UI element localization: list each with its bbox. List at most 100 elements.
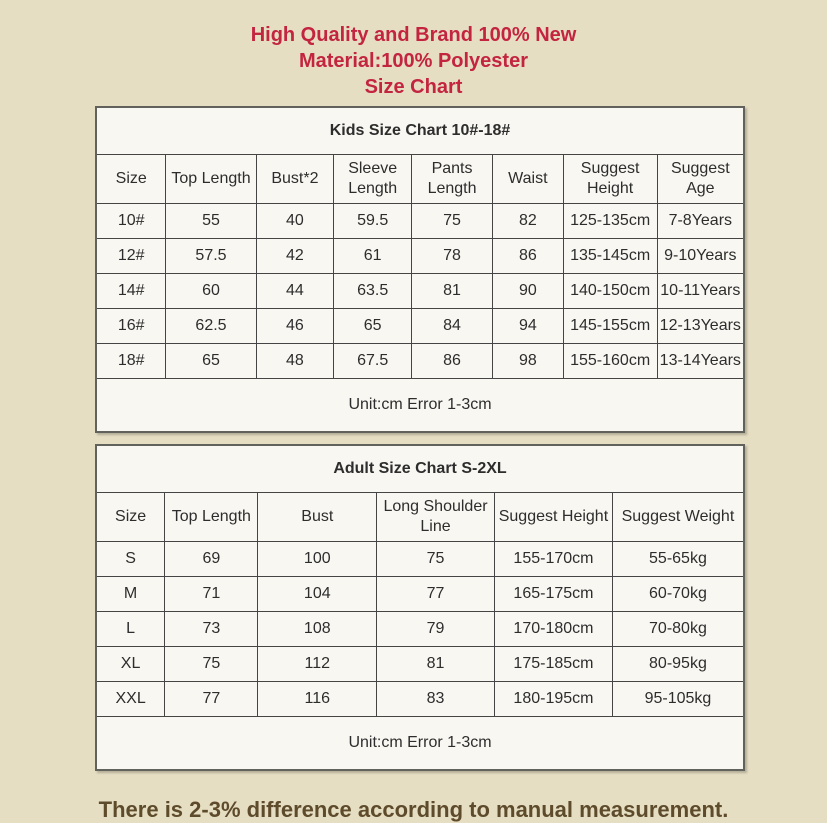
data-cell: 12-13Years — [656, 308, 745, 344]
adult-table-title: Adult Size Chart S-2XL — [95, 444, 745, 493]
kids-table-title: Kids Size Chart 10#-18# — [95, 106, 745, 155]
data-cell: 95-105kg — [611, 681, 745, 717]
data-cell: 75 — [376, 541, 495, 577]
data-cell: 42 — [255, 238, 335, 274]
data-cell: 13-14Years — [656, 343, 745, 379]
table-row: M 71 104 77 165-175cm 60-70kg — [95, 576, 745, 612]
data-cell: 69 — [164, 541, 259, 577]
data-cell: 14# — [95, 273, 167, 309]
table-row: 16# 62.5 46 65 84 94 145-155cm 12-13Years — [95, 308, 745, 344]
table-row: L 73 108 79 170-180cm 70-80kg — [95, 611, 745, 647]
intro-line-material: Material:100% Polyester — [298, 50, 528, 72]
data-cell: 65 — [165, 343, 257, 379]
data-cell: 83 — [376, 681, 495, 717]
data-cell: 67.5 — [333, 343, 413, 379]
column-header: Suggest Age — [656, 154, 745, 204]
data-cell: 57.5 — [165, 238, 257, 274]
column-header: Size — [95, 492, 166, 542]
data-cell: 55 — [165, 203, 257, 239]
data-cell: 62.5 — [165, 308, 257, 344]
column-header: Bust — [257, 492, 378, 542]
data-cell: 77 — [376, 576, 495, 612]
column-header: Size — [95, 154, 167, 204]
column-header: Suggest Height — [493, 492, 613, 542]
data-cell: 81 — [376, 646, 495, 682]
data-cell: 98 — [492, 343, 564, 379]
data-cell: 55-65kg — [611, 541, 745, 577]
data-cell: 12# — [95, 238, 167, 274]
data-cell: 94 — [492, 308, 564, 344]
data-cell: 73 — [164, 611, 259, 647]
adult-table-unit-note: Unit:cm Error 1-3cm — [95, 716, 745, 771]
data-cell: 48 — [255, 343, 335, 379]
data-cell: 135-145cm — [562, 238, 658, 274]
data-cell: 40 — [255, 203, 335, 239]
table-row: 14# 60 44 63.5 81 90 140-150cm 10-11Years — [95, 273, 745, 309]
intro-line-size-chart: Size Chart — [364, 76, 463, 98]
data-cell: 84 — [411, 308, 494, 344]
adult-size-table: Adult Size Chart S-2XL Size Top Length Bust… — [95, 444, 745, 771]
data-cell: 112 — [257, 646, 378, 682]
data-cell: 78 — [411, 238, 494, 274]
data-cell: 70-80kg — [611, 611, 745, 647]
data-cell: 46 — [255, 308, 335, 344]
data-cell: S — [95, 541, 166, 577]
data-cell: XXL — [95, 681, 166, 717]
data-cell: 10-11Years — [656, 273, 745, 309]
data-cell: 155-170cm — [493, 541, 613, 577]
data-cell: 104 — [257, 576, 378, 612]
data-cell: 44 — [255, 273, 335, 309]
column-header: Top Length — [164, 492, 259, 542]
data-cell: 9-10Years — [656, 238, 745, 274]
data-cell: 75 — [164, 646, 259, 682]
data-cell: 80-95kg — [611, 646, 745, 682]
measurement-note: There is 2-3% difference according to ma… — [98, 797, 729, 822]
data-cell: 108 — [257, 611, 378, 647]
adult-table-header-row: Size Top Length Bust Long Shoulder Line Sugg… — [95, 492, 745, 542]
data-cell: 116 — [257, 681, 378, 717]
data-cell: 86 — [411, 343, 494, 379]
data-cell: 60 — [165, 273, 257, 309]
data-cell: 59.5 — [333, 203, 413, 239]
data-cell: 145-155cm — [562, 308, 658, 344]
table-row: 10# 55 40 59.5 75 82 125-135cm 7-8Years — [95, 203, 745, 239]
data-cell: 90 — [492, 273, 564, 309]
data-cell: 77 — [164, 681, 259, 717]
table-row: XXL 77 116 83 180-195cm 95-105kg — [95, 681, 745, 717]
data-cell: 60-70kg — [611, 576, 745, 612]
data-cell: 140-150cm — [562, 273, 658, 309]
data-cell: 10# — [95, 203, 167, 239]
data-cell: 170-180cm — [493, 611, 613, 647]
data-cell: 100 — [257, 541, 378, 577]
data-cell: 155-160cm — [562, 343, 658, 379]
column-header: Pants Length — [411, 154, 494, 204]
data-cell: 18# — [95, 343, 167, 379]
data-cell: 81 — [411, 273, 494, 309]
column-header: Bust*2 — [255, 154, 335, 204]
data-cell: 75 — [411, 203, 494, 239]
table-row: XL 75 112 81 175-185cm 80-95kg — [95, 646, 745, 682]
column-header: Suggest Height — [562, 154, 658, 204]
data-cell: 7-8Years — [656, 203, 745, 239]
kids-size-table: Kids Size Chart 10#-18# Size Top Length Bus… — [95, 106, 745, 433]
column-header: Top Length — [165, 154, 257, 204]
kids-table-unit-note: Unit:cm Error 1-3cm — [95, 378, 745, 433]
table-row: S 69 100 75 155-170cm 55-65kg — [95, 541, 745, 577]
data-cell: M — [95, 576, 166, 612]
data-cell: 82 — [492, 203, 564, 239]
data-cell: L — [95, 611, 166, 647]
data-cell: 71 — [164, 576, 259, 612]
data-cell: 16# — [95, 308, 167, 344]
data-cell: 165-175cm — [493, 576, 613, 612]
data-cell: 79 — [376, 611, 495, 647]
data-cell: 175-185cm — [493, 646, 613, 682]
column-header: Sleeve Length — [333, 154, 413, 204]
kids-table-header-row: Size Top Length Bust*2 Sleeve Length Pants L… — [95, 154, 745, 204]
data-cell: 63.5 — [333, 273, 413, 309]
data-cell: 125-135cm — [562, 203, 658, 239]
column-header: Waist — [492, 154, 564, 204]
intro-line-quality: High Quality and Brand 100% New — [250, 24, 577, 46]
intro-text: High Quality and Brand 100% New Material… — [0, 0, 827, 100]
table-row: 18# 65 48 67.5 86 98 155-160cm 13-14Years — [95, 343, 745, 379]
